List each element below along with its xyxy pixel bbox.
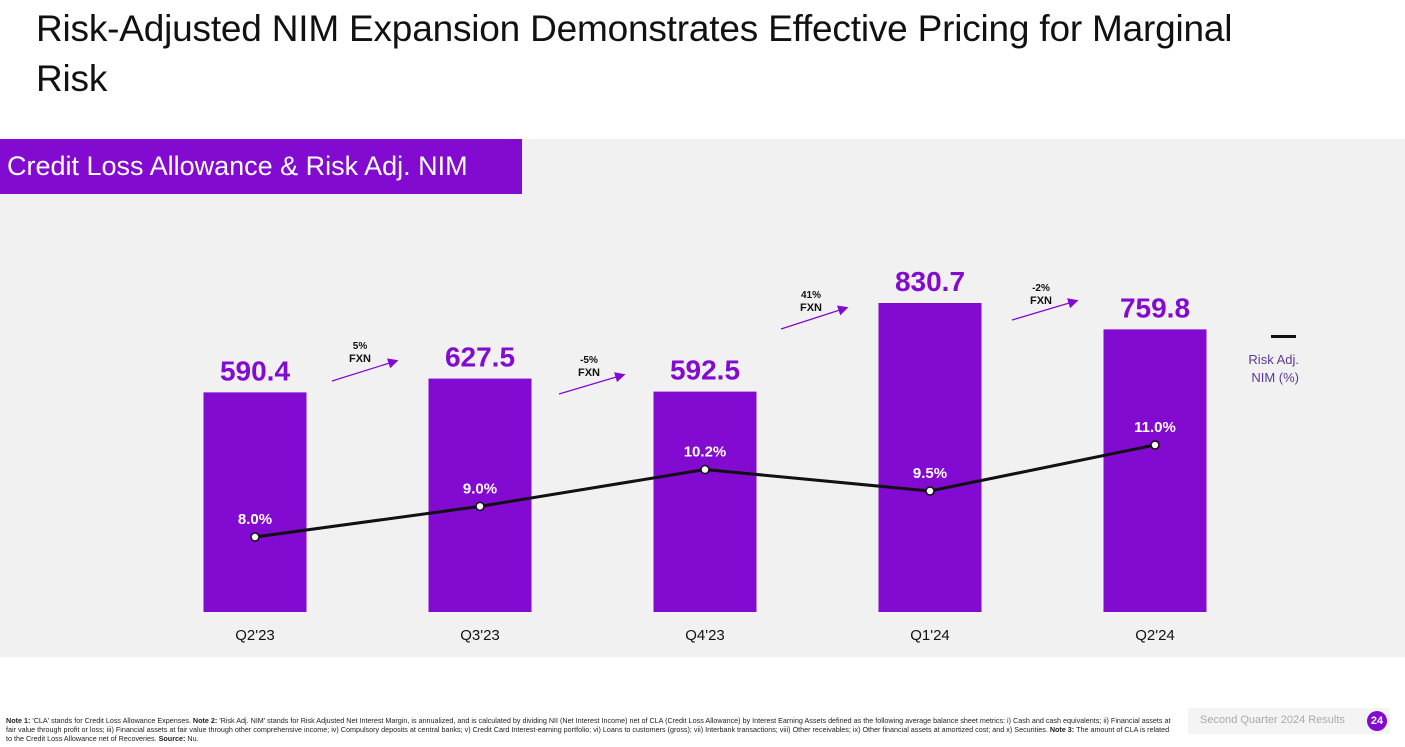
- bar-value-label: 627.5: [445, 342, 515, 373]
- growth-fxn-label: FXN: [800, 302, 822, 314]
- x-tick-label: Q2'23: [235, 627, 275, 644]
- footer-badge: [1188, 708, 1390, 734]
- legend-line-swatch: [1271, 335, 1296, 338]
- growth-pct-label: -5%: [580, 355, 598, 366]
- bar-4: [1103, 329, 1207, 612]
- note-text: Nu.: [185, 734, 199, 744]
- bar-3: [878, 303, 982, 612]
- nim-value-label: 9.5%: [913, 465, 947, 482]
- growth-fxn-label: FXN: [349, 353, 371, 365]
- note-text: 'Risk Adj. NIM' stands for Risk Adjusted…: [6, 716, 1171, 735]
- nim-point: [700, 464, 710, 475]
- growth-arrow-icon: [558, 372, 626, 395]
- growth-fxn-label: FXN: [1030, 295, 1052, 307]
- page-number: 24: [1367, 711, 1387, 731]
- x-tick-label: Q2'24: [1135, 627, 1175, 644]
- bar-0: [203, 392, 307, 612]
- footnotes: Note 1: 'CLA' stands for Credit Loss All…: [6, 716, 1176, 744]
- growth-arrow-icon: [780, 305, 849, 330]
- note-label: Source:: [158, 734, 186, 744]
- note-label: Note 3:: [1049, 725, 1075, 735]
- nim-value-label: 9.0%: [463, 480, 497, 497]
- growth-fxn-label: FXN: [578, 367, 600, 379]
- nim-value-label: 8.0%: [238, 511, 272, 528]
- nim-value-label: 11.0%: [1134, 419, 1176, 436]
- growth-arrow-icon: [331, 358, 399, 382]
- bar-value-label: 592.5: [670, 355, 740, 386]
- nim-value-label: 10.2%: [684, 444, 727, 461]
- legend-label: Risk Adj. NIM (%): [1248, 352, 1299, 385]
- growth-arrow-icon: [1011, 298, 1079, 321]
- note-label: Note 1:: [6, 716, 31, 725]
- report-label: Second Quarter 2024 Results: [1200, 714, 1345, 726]
- growth-pct-label: -2%: [1032, 283, 1050, 294]
- panel-label: Credit Loss Allowance & Risk Adj. NIM: [0, 139, 522, 194]
- bar-1: [428, 378, 532, 612]
- bar-value-label: 830.7: [895, 266, 965, 297]
- nim-point: [250, 532, 260, 542]
- nim-point: [925, 486, 935, 496]
- nim-point: [475, 501, 485, 512]
- bar-value-label: 590.4: [220, 355, 290, 386]
- growth-pct-label: 41%: [801, 290, 821, 301]
- x-tick-label: Q1'24: [910, 627, 950, 644]
- note-label: Note 2:: [192, 716, 218, 725]
- note-text: The amount of CLA is related to the Cred…: [6, 725, 1170, 744]
- bar-value-label: 759.8: [1120, 292, 1190, 323]
- page-title: Risk-Adjusted NIM Expansion Demonstrates…: [36, 8, 1233, 99]
- x-tick-label: Q3'23: [460, 627, 500, 644]
- bar-2: [653, 391, 757, 612]
- x-tick-label: Q4'23: [685, 627, 725, 644]
- note-text: 'CLA' stands for Credit Loss Allowance E…: [30, 716, 193, 725]
- nim-point: [1150, 440, 1160, 450]
- growth-pct-label: 5%: [353, 341, 368, 352]
